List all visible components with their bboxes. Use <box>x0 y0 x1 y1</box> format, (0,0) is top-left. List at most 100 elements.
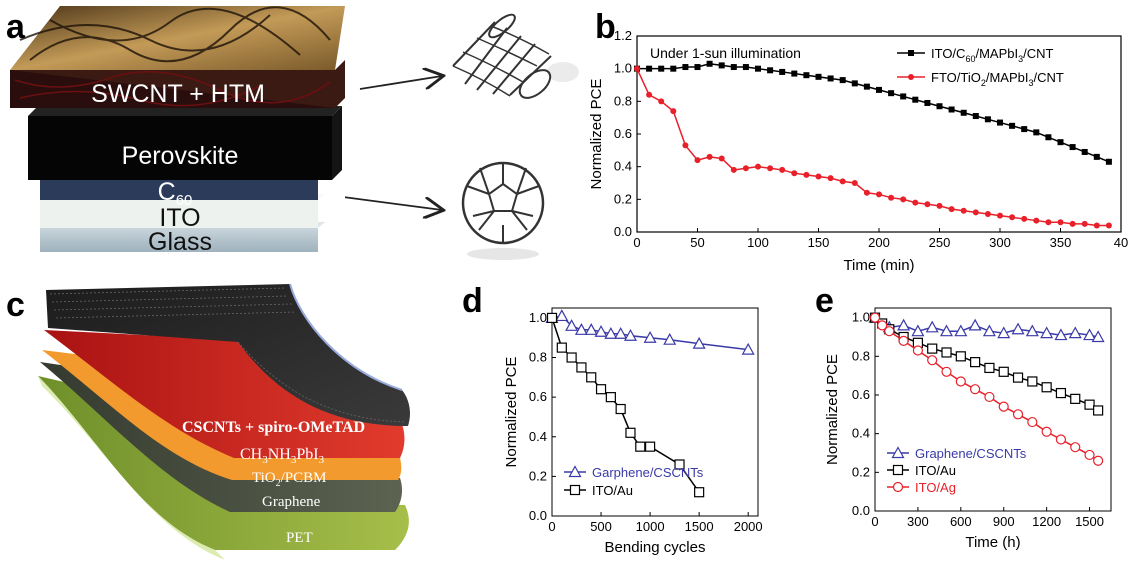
data-point <box>839 178 846 185</box>
y-tick-label: 1.0 <box>529 310 547 325</box>
data-point <box>1009 214 1016 221</box>
data-point <box>1057 139 1064 146</box>
y-tick-label: 0.4 <box>614 159 632 174</box>
data-point <box>997 326 1011 339</box>
y-tick-label: 0.8 <box>529 350 547 365</box>
data-point <box>779 68 786 75</box>
data-point <box>1054 328 1068 341</box>
data-point <box>635 441 646 452</box>
data-point <box>851 180 858 186</box>
data-point <box>682 142 689 149</box>
data-point <box>998 401 1009 412</box>
x-tick-label: 300 <box>907 514 929 529</box>
y-tick-label: 0.2 <box>614 191 632 206</box>
molecule-illustrations <box>345 13 579 260</box>
cscnt-label: CSCNTs + spiro-OMeTAD <box>182 419 365 436</box>
data-point <box>997 212 1003 219</box>
data-point <box>803 72 810 79</box>
data-point <box>912 199 919 206</box>
x-tick-label: 0 <box>871 514 878 529</box>
legend-marker <box>892 464 904 476</box>
x-tick-label: 1000 <box>636 519 665 534</box>
series-line <box>637 63 1110 163</box>
series-2 <box>869 312 1104 466</box>
data-point <box>911 324 925 337</box>
data-point <box>692 336 706 349</box>
x-tick-label: 200 <box>868 235 890 250</box>
data-point <box>614 327 628 339</box>
legend-marker <box>569 484 581 496</box>
data-point <box>984 116 991 123</box>
data-point <box>863 189 870 196</box>
y-tick-label: 1.0 <box>852 310 870 325</box>
pet-label: PET <box>286 530 313 546</box>
x-tick-label: 500 <box>590 519 612 534</box>
data-point <box>912 345 924 356</box>
data-point <box>941 366 952 377</box>
legend-marker <box>891 446 905 459</box>
data-point <box>984 391 995 403</box>
series-1 <box>546 312 705 498</box>
x-tick-label: 250 <box>929 235 951 250</box>
y-axis-label: Normalized PCE <box>503 357 520 468</box>
data-point <box>663 332 677 345</box>
data-point <box>791 170 798 177</box>
data-point <box>1045 134 1052 141</box>
data-point <box>1070 442 1081 453</box>
data-point <box>948 206 955 213</box>
series-1 <box>634 65 1112 229</box>
data-point <box>900 93 907 100</box>
data-point <box>779 166 786 173</box>
data-point <box>741 342 755 355</box>
panel-e-label: e <box>815 282 834 320</box>
graphene-label: Graphene <box>262 494 321 510</box>
x-tick-label: 50 <box>690 235 704 250</box>
data-point <box>1055 387 1067 399</box>
data-point <box>555 309 569 322</box>
data-point <box>1021 215 1028 222</box>
data-point <box>972 113 979 120</box>
legend-marker <box>892 481 904 493</box>
data-point <box>936 202 943 209</box>
legend-marker <box>568 465 582 478</box>
data-point <box>884 326 895 337</box>
data-point <box>658 65 665 72</box>
cscnt-layer <box>46 284 410 426</box>
x-axis-label: Time (h) <box>965 534 1020 551</box>
data-point <box>1084 449 1095 461</box>
data-point <box>1093 455 1104 466</box>
data-point <box>1068 326 1082 339</box>
data-point <box>1081 148 1088 155</box>
data-point <box>670 108 677 115</box>
data-point <box>876 86 882 93</box>
y-tick-label: 1.2 <box>614 28 632 43</box>
data-point <box>730 166 737 173</box>
data-point <box>556 342 567 353</box>
data-point <box>1083 328 1097 341</box>
data-point <box>877 320 888 331</box>
data-point <box>1105 222 1112 229</box>
data-point <box>1091 330 1105 343</box>
data-point <box>1045 219 1052 226</box>
panel-d-label: d <box>462 282 483 320</box>
data-point <box>924 99 931 106</box>
data-point <box>1012 409 1024 420</box>
data-point <box>565 319 579 331</box>
x-tick-label: 40 <box>1114 235 1128 250</box>
data-point <box>803 171 810 178</box>
fullerene-icon <box>461 161 545 260</box>
y-tick-label: 0.0 <box>614 224 632 239</box>
data-point <box>1084 399 1095 410</box>
data-point <box>888 90 895 97</box>
data-point <box>646 65 653 72</box>
x-tick-label: 1500 <box>685 519 714 534</box>
data-point <box>815 173 822 180</box>
data-point <box>605 392 616 403</box>
data-point <box>927 343 938 354</box>
x-tick-label: 1200 <box>1032 514 1061 529</box>
data-point <box>1025 324 1039 337</box>
legend-label: ITO/C60/MAPbI3/CNT <box>931 46 1053 64</box>
data-point <box>1093 153 1100 160</box>
data-point <box>767 165 774 172</box>
data-point <box>755 65 761 72</box>
